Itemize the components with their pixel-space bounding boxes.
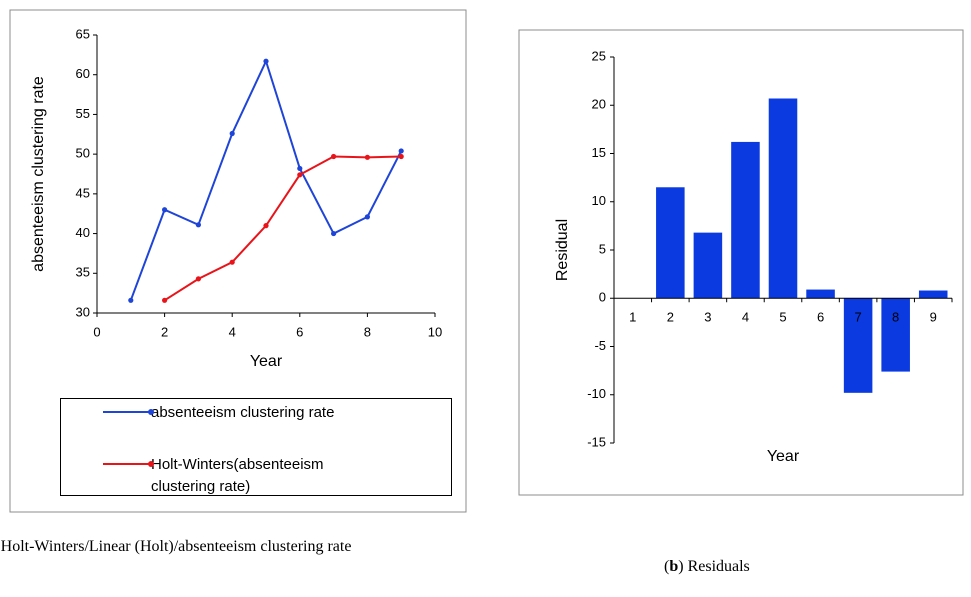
caption: (a) Holt-Winters/Linear (Holt)/absenteei… bbox=[0, 531, 483, 563]
x-tick-label: 8 bbox=[364, 324, 371, 339]
y-tick-label: 15 bbox=[592, 145, 606, 160]
y-tick-label: 60 bbox=[76, 66, 90, 81]
legend-entry: absenteeism clustering rate bbox=[103, 402, 371, 424]
x-tick-label: 2 bbox=[161, 324, 168, 339]
x-tick-label: 3 bbox=[704, 310, 711, 325]
point bbox=[364, 214, 370, 220]
x-tick-label: 10 bbox=[428, 324, 442, 339]
series-line bbox=[164, 155, 402, 302]
y-tick-label: -15 bbox=[587, 434, 606, 449]
point bbox=[331, 153, 337, 160]
point bbox=[263, 58, 269, 64]
caption-part: ) Residuals bbox=[678, 558, 750, 575]
x-tick-label: 7 bbox=[854, 310, 861, 325]
y-axis-label: absenteeism clustering rate bbox=[30, 76, 47, 272]
caption-part: ( bbox=[664, 558, 670, 575]
y-tick-label: -5 bbox=[594, 338, 606, 353]
point bbox=[195, 276, 201, 282]
bar bbox=[806, 289, 835, 299]
x-axis-label: Year bbox=[767, 448, 800, 465]
x-tick-label: 6 bbox=[296, 324, 303, 339]
point bbox=[398, 148, 404, 154]
point bbox=[162, 207, 168, 213]
y-tick-label: 0 bbox=[599, 290, 606, 305]
x-tick-label: 1 bbox=[629, 310, 636, 325]
point bbox=[128, 297, 134, 303]
x-tick-label: 0 bbox=[93, 324, 100, 339]
bar bbox=[843, 298, 873, 393]
legend: absenteeism clustering rate Holt-Winters(… bbox=[60, 398, 452, 496]
legend-marker bbox=[148, 461, 154, 467]
legend-swatch bbox=[103, 409, 154, 415]
caption-label: b bbox=[669, 558, 679, 575]
y-tick-label: 55 bbox=[76, 106, 90, 121]
y-tick-label: 40 bbox=[76, 225, 90, 240]
point bbox=[398, 153, 404, 160]
y-tick-label: 65 bbox=[76, 26, 90, 41]
x-tick-label: 9 bbox=[930, 310, 937, 325]
y-tick-label: 45 bbox=[76, 185, 90, 200]
point bbox=[263, 223, 269, 229]
series-line bbox=[129, 58, 403, 301]
y-tick-label: 25 bbox=[592, 48, 606, 63]
caption-part: ) Holt-Winters/Linear (Holt)/absenteeism… bbox=[0, 538, 352, 555]
legend-label: absenteeism clustering rate bbox=[151, 404, 335, 421]
y-tick-label: 30 bbox=[76, 304, 90, 319]
y-tick-label: 10 bbox=[592, 193, 606, 208]
point bbox=[364, 154, 370, 160]
y-tick-label: 20 bbox=[592, 97, 606, 112]
x-tick-label: 2 bbox=[667, 310, 674, 325]
point bbox=[162, 297, 168, 303]
x-tick-label: 5 bbox=[779, 310, 786, 325]
point bbox=[297, 165, 303, 172]
chart-frame bbox=[518, 29, 964, 496]
x-tick-label: 4 bbox=[742, 310, 749, 325]
x-tick-label: 8 bbox=[892, 310, 899, 325]
point bbox=[229, 130, 235, 137]
y-axis-label: Residual bbox=[554, 219, 571, 281]
x-tick-label: 6 bbox=[817, 310, 824, 325]
bar bbox=[881, 298, 910, 372]
bar bbox=[656, 187, 685, 299]
legend-swatch bbox=[103, 461, 154, 467]
bar bbox=[693, 232, 723, 299]
y-tick-label: 5 bbox=[599, 241, 606, 256]
point bbox=[195, 222, 201, 228]
legend-label: Holt-Winters(absenteeism clustering rate… bbox=[151, 456, 324, 495]
point bbox=[297, 172, 303, 178]
x-tick-label: 4 bbox=[229, 324, 236, 339]
chart-frame bbox=[9, 9, 467, 513]
legend-entry: Holt-Winters(absenteeism clustering rate… bbox=[103, 454, 371, 498]
point bbox=[331, 230, 337, 237]
x-axis-label: Year bbox=[250, 353, 283, 370]
bar bbox=[731, 141, 760, 299]
bar bbox=[768, 98, 798, 299]
y-tick-label: -10 bbox=[587, 386, 606, 401]
y-tick-label: 35 bbox=[76, 265, 90, 280]
legend-marker bbox=[148, 409, 154, 415]
caption: (b) Residuals bbox=[664, 551, 750, 583]
point bbox=[229, 259, 235, 265]
bar bbox=[918, 290, 948, 299]
y-tick-label: 50 bbox=[76, 146, 90, 161]
